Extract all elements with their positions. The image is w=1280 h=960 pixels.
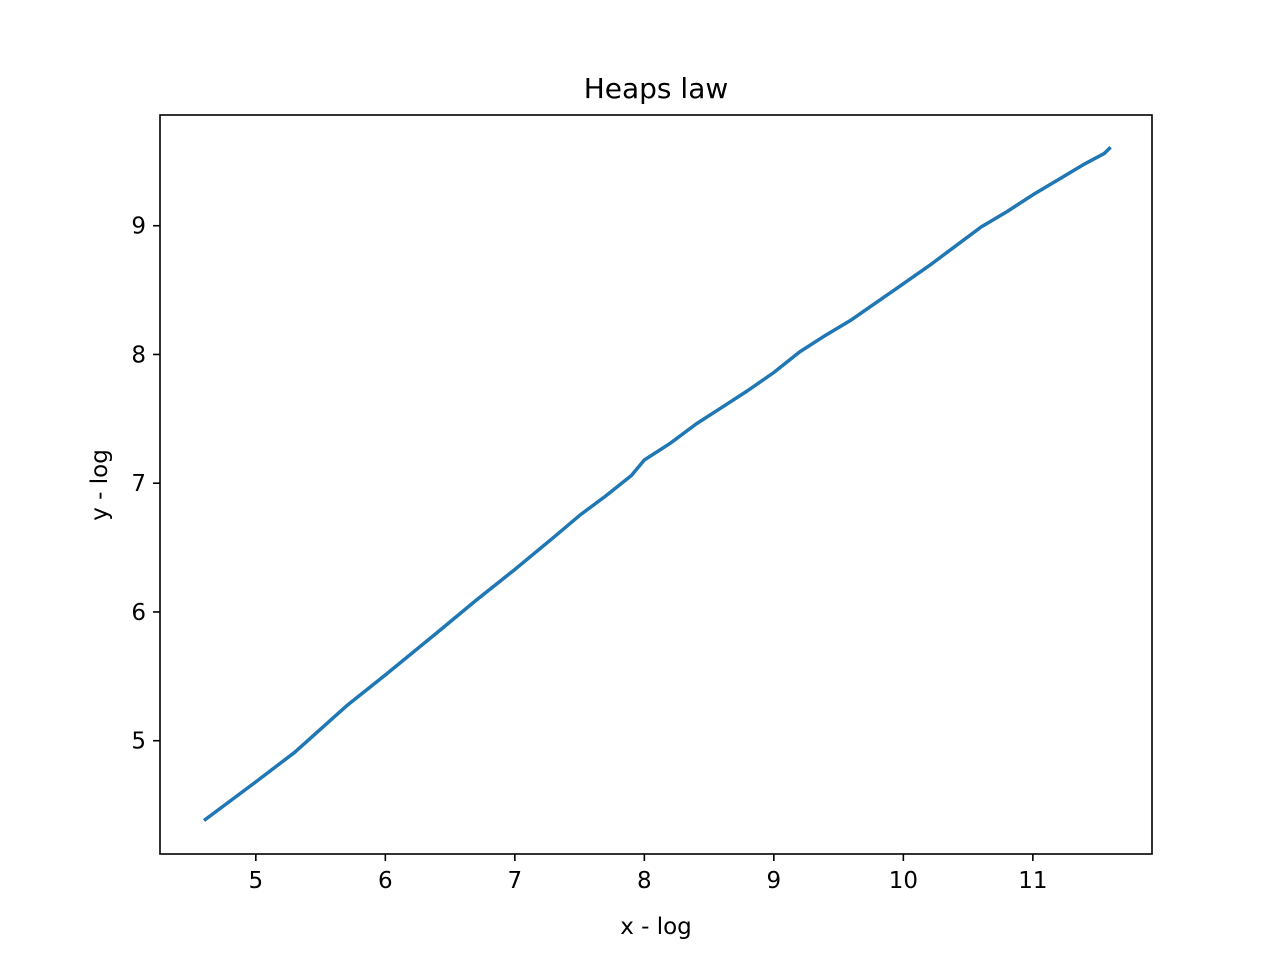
y-axis-label: y - log xyxy=(87,449,113,521)
y-tick-label: 8 xyxy=(131,342,146,368)
y-axis-ticks: 5 6 7 8 9 xyxy=(131,214,160,755)
x-tick-label: 5 xyxy=(249,868,264,894)
x-axis-ticks: 5 6 7 8 9 10 11 xyxy=(249,854,1047,894)
x-tick-label: 8 xyxy=(637,868,652,894)
series-line-0 xyxy=(202,145,1112,822)
y-tick-label: 5 xyxy=(131,729,146,755)
y-tick-label: 9 xyxy=(131,214,146,240)
x-axis-label: x - log xyxy=(620,914,692,940)
chart-title: Heaps law xyxy=(584,72,729,105)
y-tick-label: 6 xyxy=(131,600,146,626)
x-tick-label: 7 xyxy=(508,868,523,894)
x-tick-label: 9 xyxy=(767,868,782,894)
y-tick-label: 7 xyxy=(131,471,146,497)
x-tick-label: 11 xyxy=(1018,868,1047,894)
plot-area xyxy=(202,145,1112,822)
axes-frame xyxy=(159,114,1153,855)
x-tick-label: 10 xyxy=(889,868,918,894)
x-tick-label: 6 xyxy=(378,868,393,894)
